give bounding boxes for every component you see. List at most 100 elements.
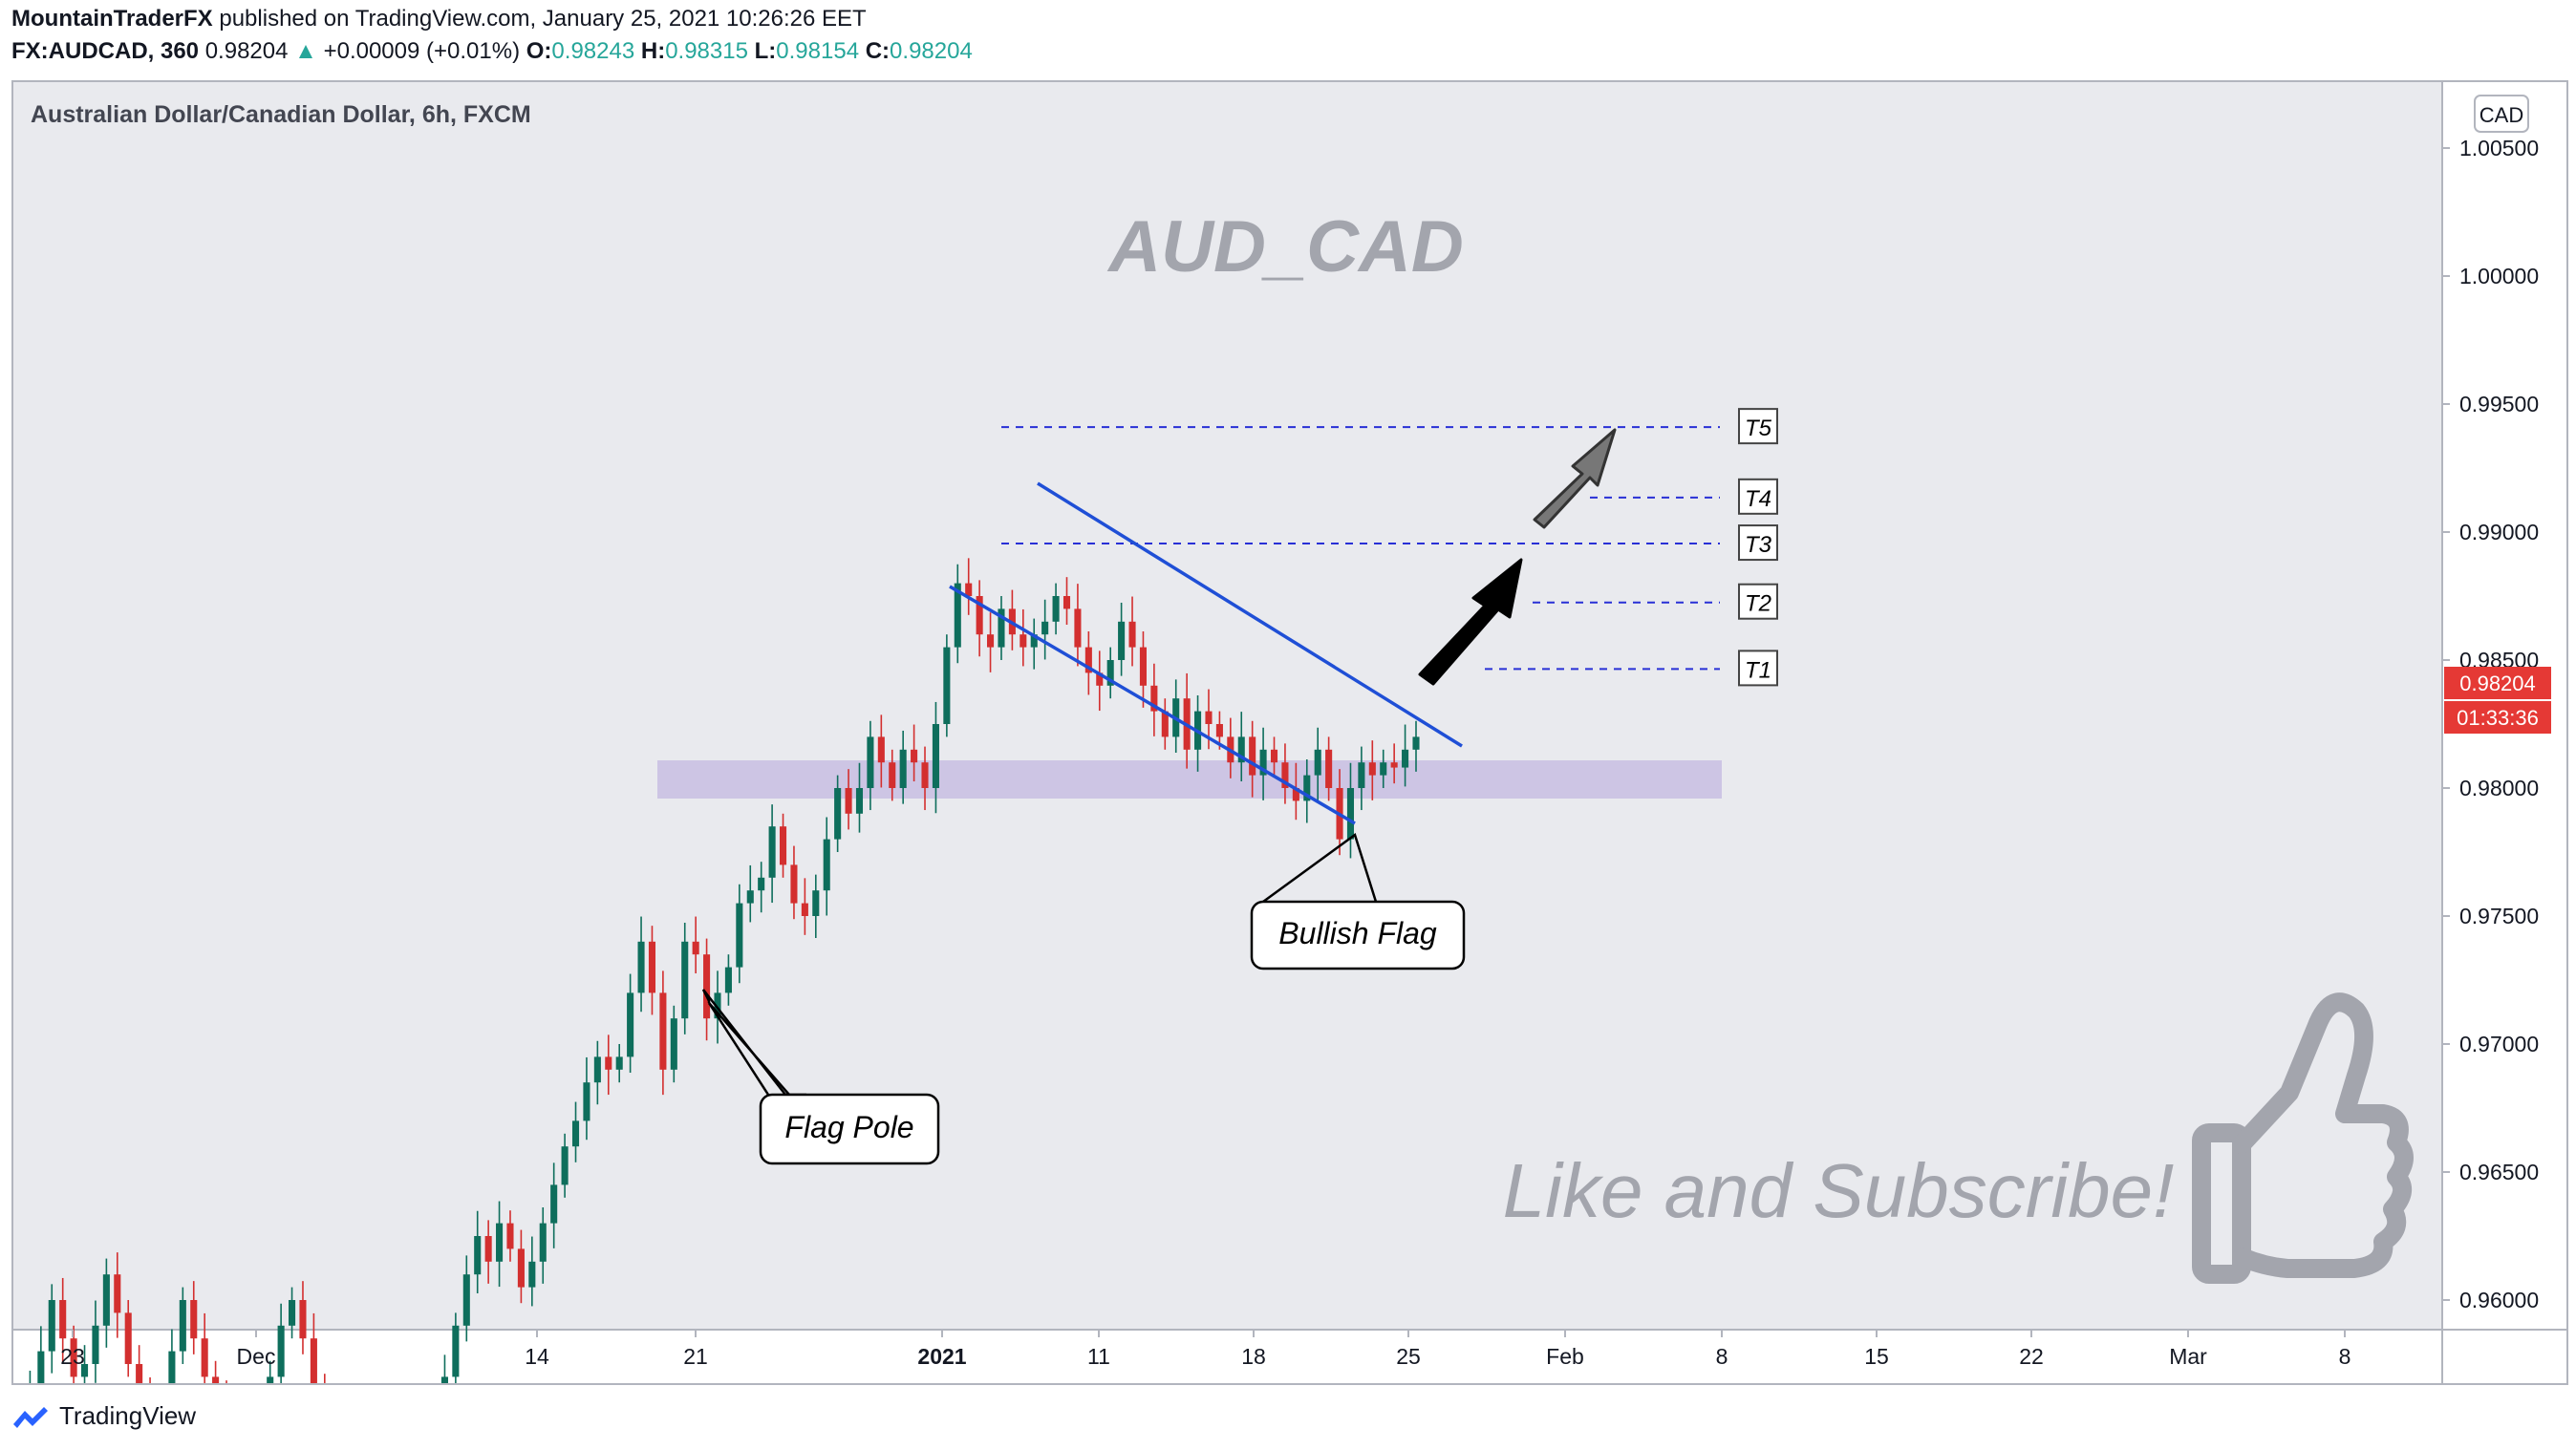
price-tick-label: 0.97500	[2459, 904, 2539, 928]
candle-body	[48, 1300, 55, 1352]
candle-body	[1020, 634, 1027, 648]
candle-body	[289, 1300, 296, 1326]
candle-body	[855, 788, 864, 814]
tradingview-brand[interactable]: TradingView	[59, 1400, 197, 1430]
candle-body	[911, 749, 918, 763]
candle-body	[889, 762, 896, 788]
candle-body	[1150, 685, 1158, 712]
flag-pole-label: Flag Pole	[784, 1110, 913, 1144]
thumbs-up-icon	[2192, 992, 2414, 1284]
candle-body	[474, 1236, 482, 1275]
candle-body	[987, 634, 995, 648]
currency-button[interactable]: CAD	[2474, 95, 2529, 133]
candle-body	[80, 1364, 89, 1377]
target-box	[1738, 524, 1778, 562]
candle-body	[1368, 762, 1376, 776]
candle-body	[921, 762, 929, 788]
price-chart[interactable]: Australian Dollar/Canadian Dollar, 6h, F…	[13, 82, 2566, 1450]
candle-body	[1106, 660, 1114, 686]
candle-body	[932, 724, 939, 788]
time-tick-label: 14	[525, 1344, 549, 1369]
candle-body	[299, 1300, 307, 1339]
candle-body	[834, 788, 842, 840]
candle-body	[1358, 762, 1365, 788]
candle-body	[1205, 711, 1213, 724]
candle-body	[1128, 621, 1136, 648]
target-label: T1	[1745, 657, 1771, 683]
chart-title: Australian Dollar/Canadian Dollar, 6h, F…	[31, 101, 531, 128]
candle-body	[70, 1338, 77, 1377]
candle-body	[136, 1364, 143, 1403]
countdown-tag	[2444, 701, 2551, 734]
time-tick-label: 18	[1241, 1344, 1266, 1369]
candle-body	[462, 1274, 470, 1326]
candle-body	[212, 1376, 220, 1403]
price-tick-label: 1.00500	[2459, 136, 2539, 160]
target-label: T3	[1745, 532, 1772, 558]
candle-body	[452, 1325, 460, 1377]
time-tick-label: 8	[1716, 1344, 1728, 1369]
candle-body	[1390, 762, 1398, 768]
candle-body	[440, 1376, 448, 1441]
candle-body	[812, 890, 820, 916]
target-label: T2	[1745, 591, 1771, 617]
candle-body	[736, 903, 743, 968]
candle-body	[571, 1120, 580, 1147]
time-tick-label: 22	[2019, 1344, 2044, 1369]
candle-body	[615, 1056, 623, 1070]
candle-body	[1139, 647, 1147, 686]
price-tick-label: 0.97000	[2459, 1032, 2539, 1056]
candle-body	[1041, 621, 1049, 635]
last-price: 0.98204	[204, 38, 289, 64]
target-box	[1738, 583, 1778, 620]
svg-text:CAD[interactable]: CAD	[2479, 103, 2523, 127]
target-box	[1738, 408, 1778, 445]
bullish-flag-callout: Bullish Flag	[1250, 832, 1466, 970]
candle-body	[1325, 749, 1333, 788]
candle-body	[714, 992, 721, 1019]
candle-body	[1084, 647, 1092, 673]
target-levels: T1 T2 T3 T4 T5	[1001, 408, 1778, 687]
candle-body	[877, 736, 885, 763]
price-tick-label: 0.99000	[2459, 520, 2539, 544]
price-tick-label: 1.00000	[2459, 264, 2539, 288]
price-axis[interactable]: 1.005001.000000.995000.990000.985000.980…	[2442, 136, 2539, 1440]
target-box	[1738, 650, 1778, 687]
candle-body	[976, 596, 983, 635]
candle-body	[168, 1351, 176, 1403]
candle-body	[102, 1274, 110, 1326]
candle-body	[768, 826, 776, 878]
open-label: O:	[526, 38, 552, 64]
candle-body	[310, 1338, 317, 1390]
candle-body	[801, 903, 808, 916]
candle-body	[506, 1223, 514, 1249]
open-value: 0.98243	[551, 38, 635, 64]
flag-channel-lower	[949, 585, 1356, 825]
candle-body	[605, 1056, 612, 1070]
candle-body	[681, 941, 689, 1019]
candle-body	[648, 941, 656, 993]
candle-body	[92, 1325, 99, 1364]
high-label: H:	[640, 38, 666, 64]
tradingview-logo-icon[interactable]	[11, 1403, 50, 1428]
candle-body	[1030, 634, 1038, 648]
candle-body	[179, 1300, 186, 1352]
candle-body	[790, 864, 798, 904]
symbol-watermark: AUD_CAD	[1106, 206, 1464, 288]
candle-body	[1074, 608, 1082, 648]
candle-body	[965, 583, 973, 596]
candle-body	[703, 954, 711, 1019]
price-tick-label: 0.96000	[2459, 1288, 2539, 1312]
low-label: L:	[754, 38, 777, 64]
candle-body	[201, 1338, 208, 1377]
symbol-label[interactable]: FX:AUDCAD, 360	[11, 38, 200, 64]
candle-body	[517, 1248, 525, 1288]
target-arrow	[1533, 428, 1617, 529]
candle-body	[59, 1300, 67, 1339]
candle-body	[943, 647, 951, 724]
time-axis[interactable]: 23 Dec 14 21 2021 11 18 25 Feb 8 15 22 Mar 8	[60, 1330, 2351, 1369]
target-label: T5	[1745, 416, 1772, 441]
chart-frame[interactable]: Australian Dollar/Canadian Dollar, 6h, F…	[11, 80, 2568, 1450]
author-name[interactable]: MountainTraderFX	[11, 6, 213, 32]
candle-body	[627, 992, 634, 1057]
